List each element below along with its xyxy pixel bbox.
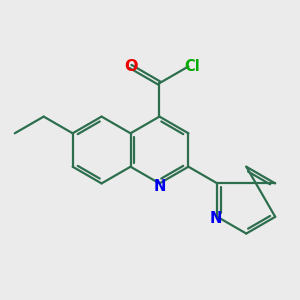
Text: N: N bbox=[153, 178, 166, 194]
Text: Cl: Cl bbox=[184, 59, 200, 74]
Text: N: N bbox=[209, 211, 222, 226]
Text: O: O bbox=[124, 59, 137, 74]
